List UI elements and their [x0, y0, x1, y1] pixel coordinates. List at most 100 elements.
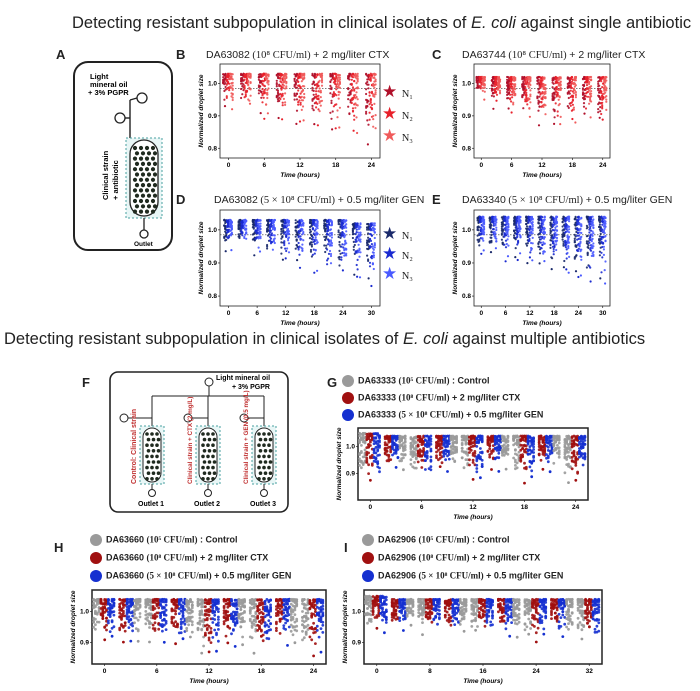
- data-point: [604, 81, 607, 84]
- data-point: [358, 227, 361, 230]
- data-point: [475, 467, 479, 470]
- data-point: [315, 93, 318, 96]
- data-point: [582, 102, 586, 105]
- data-point: [356, 104, 359, 107]
- x-tick-label: 6: [510, 162, 514, 169]
- data-point: [600, 91, 603, 95]
- data-point: [311, 236, 314, 239]
- data-point: [334, 79, 337, 82]
- data-point: [387, 453, 391, 457]
- data-point: [506, 440, 510, 444]
- data-point: [336, 116, 339, 119]
- data-point: [468, 451, 471, 454]
- data-point: [544, 96, 547, 99]
- data-point: [537, 81, 540, 84]
- treatment: + 2 mg/liter CTX: [313, 49, 390, 61]
- data-point: [237, 233, 240, 236]
- data-point: [367, 83, 370, 86]
- data-point: [283, 241, 286, 245]
- data-point: [284, 231, 287, 234]
- data-point: [316, 102, 319, 105]
- data-point: [286, 247, 289, 250]
- data-point: [559, 76, 562, 79]
- x-tick-label: 0: [369, 504, 373, 511]
- data-point: [261, 101, 264, 104]
- data-point: [282, 84, 285, 87]
- data-point: [413, 461, 416, 464]
- data-point: [225, 83, 228, 86]
- y-tick-label: 1.0: [346, 444, 355, 451]
- data-point: [506, 448, 510, 452]
- data-point: [297, 241, 300, 245]
- treatment: + 2 mg/liter CTX: [472, 552, 541, 563]
- data-point: [592, 242, 595, 245]
- outlier-point: [230, 249, 233, 252]
- data-point: [338, 240, 341, 244]
- outlier-point: [495, 99, 498, 102]
- data-point: [480, 440, 484, 444]
- data-point: [482, 239, 485, 242]
- data-point: [394, 451, 398, 455]
- droplet: [156, 471, 161, 475]
- heading-single: Detecting resistant subpopulation in cli…: [72, 14, 691, 33]
- data-point: [303, 85, 306, 88]
- data-point: [344, 234, 347, 237]
- data-point: [336, 109, 339, 112]
- data-point: [602, 235, 605, 238]
- data-point: [334, 80, 337, 83]
- outlier-point: [538, 262, 541, 265]
- data-point: [317, 97, 320, 100]
- data-point: [360, 450, 363, 453]
- data-point: [498, 78, 502, 81]
- outlier-point: [497, 470, 501, 473]
- data-point: [495, 93, 499, 96]
- data-point: [588, 231, 591, 234]
- data-point: [281, 235, 284, 238]
- data-point: [227, 236, 231, 239]
- droplet: [138, 188, 144, 193]
- data-point: [514, 92, 517, 96]
- droplet: [262, 432, 266, 436]
- data-point: [478, 244, 481, 247]
- data-point: [266, 243, 269, 247]
- data-point: [345, 226, 348, 229]
- data-point: [494, 224, 497, 227]
- data-point: [330, 78, 333, 81]
- droplet: [150, 156, 156, 161]
- data-point: [498, 89, 502, 92]
- outlier-point: [358, 276, 362, 279]
- data-point: [360, 444, 363, 447]
- data-point: [418, 435, 422, 439]
- data-point: [562, 242, 565, 246]
- legend-h: DA63660 (10⁵ CFU/ml) : Control DA63660 (…: [90, 534, 291, 588]
- data-point: [367, 463, 370, 467]
- data-point: [374, 91, 377, 94]
- data-point: [588, 89, 591, 92]
- data-point: [396, 456, 400, 460]
- droplet: [152, 161, 158, 166]
- data-point: [471, 461, 475, 464]
- data-point: [437, 448, 440, 452]
- data-point: [224, 85, 227, 89]
- data-point: [295, 79, 299, 82]
- dot-icon: [362, 570, 374, 582]
- outlier-point: [507, 107, 510, 110]
- data-point: [275, 96, 278, 99]
- data-point: [555, 243, 558, 246]
- data-point: [373, 224, 376, 227]
- data-point: [295, 109, 299, 112]
- data-point: [583, 97, 587, 101]
- data-point: [403, 439, 407, 443]
- droplet: [150, 465, 154, 470]
- data-point: [325, 235, 328, 238]
- data-point: [580, 255, 583, 258]
- data-point: [481, 86, 484, 89]
- plot-frame: [473, 209, 611, 307]
- droplet: [150, 443, 154, 447]
- data-point: [373, 242, 376, 245]
- data-point: [320, 74, 324, 77]
- data-point: [519, 219, 522, 222]
- data-point: [294, 94, 297, 97]
- data-point: [529, 95, 532, 98]
- data-point: [285, 73, 288, 76]
